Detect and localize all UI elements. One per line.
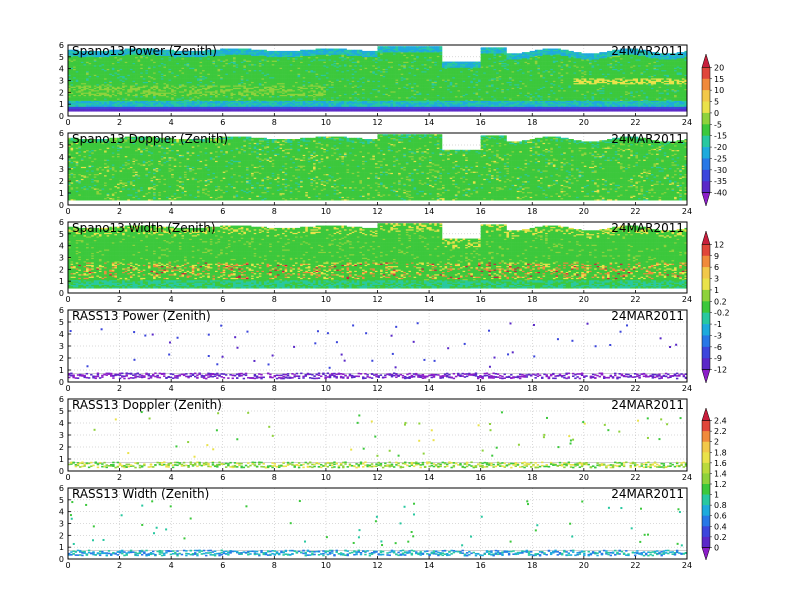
data-cell <box>282 51 285 52</box>
data-cell <box>218 50 221 51</box>
data-cell <box>269 51 272 52</box>
data-cell <box>287 51 290 52</box>
data-cell <box>298 51 301 52</box>
data-cell <box>261 50 264 51</box>
data-cell <box>272 51 275 52</box>
data-cell <box>238 49 241 50</box>
data-cell <box>259 50 262 51</box>
data-cell <box>236 49 239 50</box>
data-cell <box>254 50 257 51</box>
data-cell <box>305 50 308 51</box>
data-cell <box>290 51 293 52</box>
data-cell <box>267 51 270 52</box>
data-cell <box>274 51 277 52</box>
data-cell <box>310 50 313 51</box>
data-cell <box>313 50 316 51</box>
data-cell <box>279 51 282 52</box>
data-cell <box>233 49 236 50</box>
data-cell <box>292 51 295 52</box>
data-cell <box>277 51 280 52</box>
data-cell <box>228 49 231 50</box>
data-cell <box>295 51 298 52</box>
data-cell <box>241 49 244 50</box>
data-cell <box>303 50 306 51</box>
data-cell <box>249 49 252 50</box>
data-cell <box>243 49 246 50</box>
data-cell <box>246 49 249 50</box>
data-cell <box>256 50 259 51</box>
data-cell <box>225 49 228 50</box>
data-cell <box>300 50 303 51</box>
data-cell <box>308 50 311 51</box>
data-cell <box>223 49 226 50</box>
data-cell <box>285 51 288 52</box>
data-cell <box>251 50 254 51</box>
data-cell <box>264 50 267 51</box>
data-cell <box>220 49 223 50</box>
data-cell <box>230 49 233 50</box>
